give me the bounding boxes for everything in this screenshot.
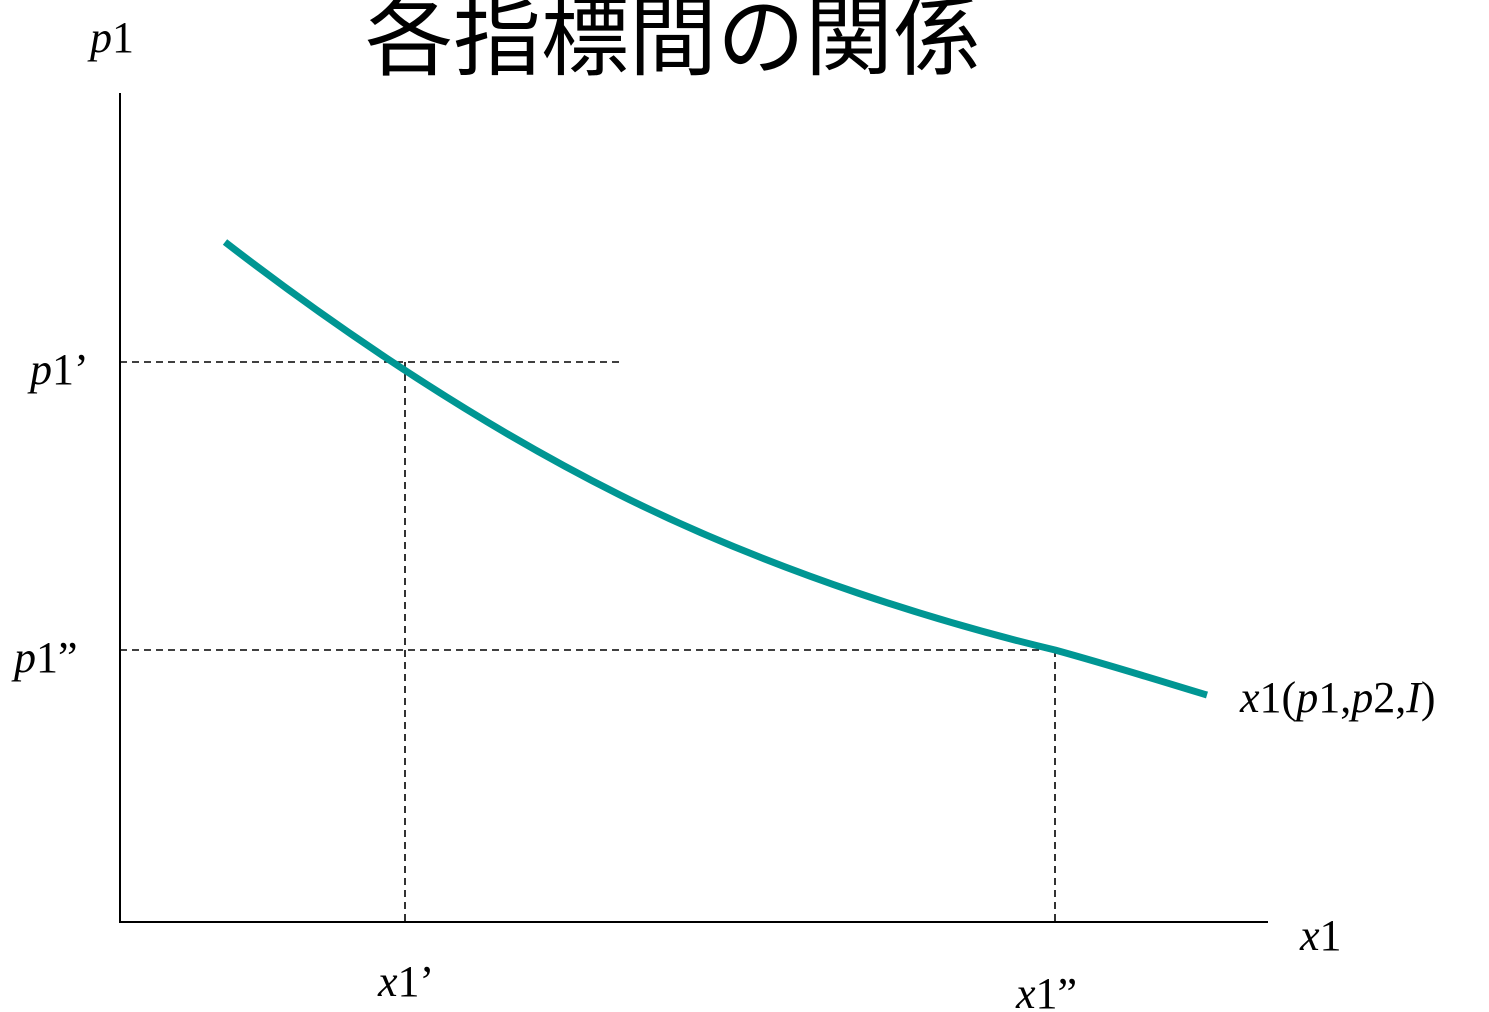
demand-curve-label: x1(p1,p2,I): [1239, 673, 1436, 722]
label-x1-double-prime: x1”: [1015, 969, 1077, 1012]
y-axis-label: p1: [87, 13, 134, 62]
label-x1-prime: x1’: [377, 957, 434, 1006]
label-p1-double-prime: p1”: [11, 633, 78, 682]
page-title: 各指標間の関係: [365, 0, 981, 89]
x-axis-label: x1: [1299, 911, 1342, 960]
demand-curve: [222, 239, 1208, 699]
label-p1-prime: p1’: [27, 345, 89, 394]
